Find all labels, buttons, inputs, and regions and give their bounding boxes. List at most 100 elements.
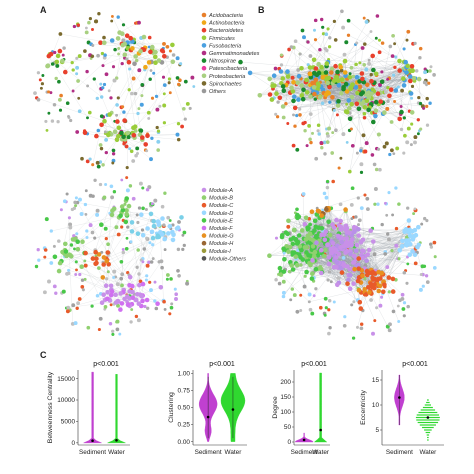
network-node [122, 52, 128, 58]
network-node [171, 53, 176, 57]
network-node [327, 232, 333, 238]
legend-phylum-label: Spirochaetes [209, 81, 242, 87]
network-node [303, 274, 307, 278]
panel-a-label: A [40, 5, 47, 15]
network-node [139, 102, 144, 107]
network-node [148, 241, 152, 245]
network-node [373, 71, 379, 77]
network-node [272, 83, 277, 88]
network-node [387, 290, 391, 294]
network-node [83, 202, 88, 207]
network-node [354, 74, 360, 80]
network-node [360, 255, 365, 261]
network-node [416, 118, 420, 122]
network-node [349, 202, 354, 207]
network-node [52, 244, 56, 248]
network-node [130, 91, 134, 96]
legend-phylum-swatch [201, 88, 207, 94]
network-node [303, 237, 309, 242]
violin-water-step [418, 411, 438, 414]
y-axis-title: Clustering [168, 392, 175, 423]
network-node [75, 130, 80, 134]
legend-module-swatch [201, 248, 207, 254]
network-node [307, 65, 313, 70]
network-node [74, 204, 78, 208]
network-node [316, 61, 321, 67]
network-node [328, 265, 332, 269]
network-node [58, 108, 63, 112]
network-node [86, 325, 91, 330]
network-node [86, 84, 90, 88]
network-node [287, 47, 291, 52]
network-node [93, 261, 98, 267]
network-node [372, 252, 377, 257]
network-node [75, 65, 80, 70]
network-node [418, 56, 422, 60]
network-node [390, 276, 396, 282]
network-node [330, 241, 336, 246]
network-node [355, 278, 361, 284]
network-node [320, 75, 326, 80]
network-node [325, 80, 331, 86]
network-node [280, 84, 286, 89]
network-node [397, 58, 402, 64]
network-node [99, 122, 104, 128]
network-node [362, 62, 367, 67]
network-node [279, 53, 284, 57]
network-node [104, 72, 109, 77]
network-node [121, 38, 126, 43]
network-node [281, 290, 286, 295]
network-node [309, 209, 315, 214]
network-node [356, 227, 361, 232]
network-node [295, 114, 299, 118]
network-node [393, 65, 397, 70]
network-node [135, 231, 141, 236]
network-node [80, 285, 85, 289]
network-node [335, 282, 340, 288]
network-node [126, 271, 130, 275]
network-node [134, 297, 139, 303]
p-value: p<0.001 [93, 361, 119, 368]
network-node [96, 252, 102, 257]
network-node [304, 245, 310, 250]
network-node [143, 64, 148, 70]
legend-module-label: Module-D [209, 211, 233, 217]
network-node [406, 126, 411, 131]
network-node [56, 268, 62, 274]
network-node [179, 62, 183, 66]
network-node [382, 282, 387, 288]
network-node [257, 93, 263, 98]
x-tick-label: Sediment [79, 449, 106, 456]
network-node [143, 142, 148, 147]
network-node [329, 250, 334, 256]
network-node [105, 296, 110, 302]
network-node [98, 40, 103, 45]
network-node [130, 295, 136, 301]
network-node [58, 32, 63, 36]
network-node [391, 73, 396, 77]
network-node [155, 107, 160, 112]
network-node [178, 78, 182, 83]
network-node [116, 125, 122, 131]
network-node [326, 219, 331, 225]
network-node [180, 124, 185, 129]
network-node [65, 192, 69, 196]
network-node [359, 162, 364, 167]
network-node [150, 202, 154, 206]
network-node [364, 67, 369, 72]
network-node [312, 228, 317, 233]
network-node [290, 89, 296, 94]
network-node [387, 93, 392, 99]
network-node [290, 75, 295, 80]
network-node [326, 223, 330, 228]
network-node [390, 249, 394, 253]
violin-water-step [426, 401, 430, 404]
network-node [131, 196, 136, 201]
network-node [427, 81, 431, 85]
network-node [140, 94, 144, 98]
network-node [147, 260, 151, 265]
network-node [371, 331, 375, 336]
network-node [162, 83, 167, 87]
network-node [104, 137, 109, 142]
network-node [148, 49, 153, 55]
